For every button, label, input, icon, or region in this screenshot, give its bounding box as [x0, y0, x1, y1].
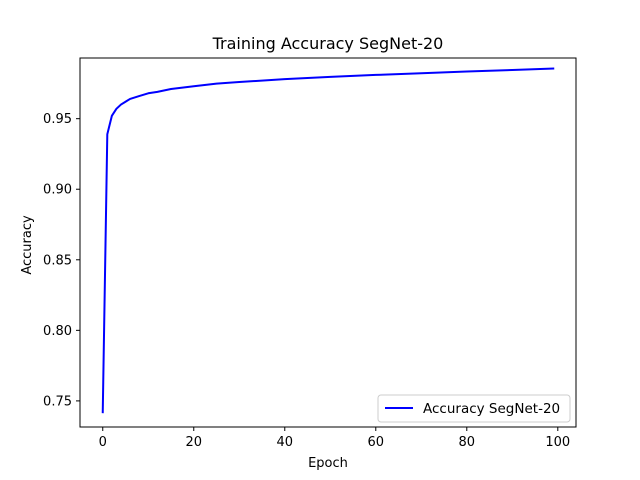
axes: 0 20 40 60 80 100 0.75 0.80 0.85 0.90 0.95 [43, 57, 577, 450]
chart-title: Training Accuracy SegNet-20 [212, 34, 444, 53]
series-line [101, 67, 555, 414]
y-tick-label: 0.90 [43, 183, 72, 198]
x-tick-label: 100 [545, 435, 570, 450]
plot-frame [79, 57, 577, 428]
y-tick-label: 0.75 [43, 394, 72, 409]
legend-label: Accuracy SegNet-20 [423, 401, 560, 417]
y-tick-label: 0.85 [43, 253, 72, 268]
x-tick-label: 40 [276, 435, 293, 450]
x-tick-label: 60 [368, 435, 385, 450]
x-tick-label: 20 [185, 435, 202, 450]
legend: Accuracy SegNet-20 [377, 394, 571, 423]
series-layer [101, 67, 555, 414]
y-tick-label: 0.95 [43, 112, 72, 127]
legend-box [377, 394, 571, 423]
x-axis-label: Epoch [308, 456, 348, 471]
y-tick-label: 0.80 [43, 324, 72, 339]
x-tick-label: 0 [99, 435, 107, 450]
x-tick-label: 80 [459, 435, 476, 450]
y-axis-label: Accuracy [20, 215, 35, 275]
